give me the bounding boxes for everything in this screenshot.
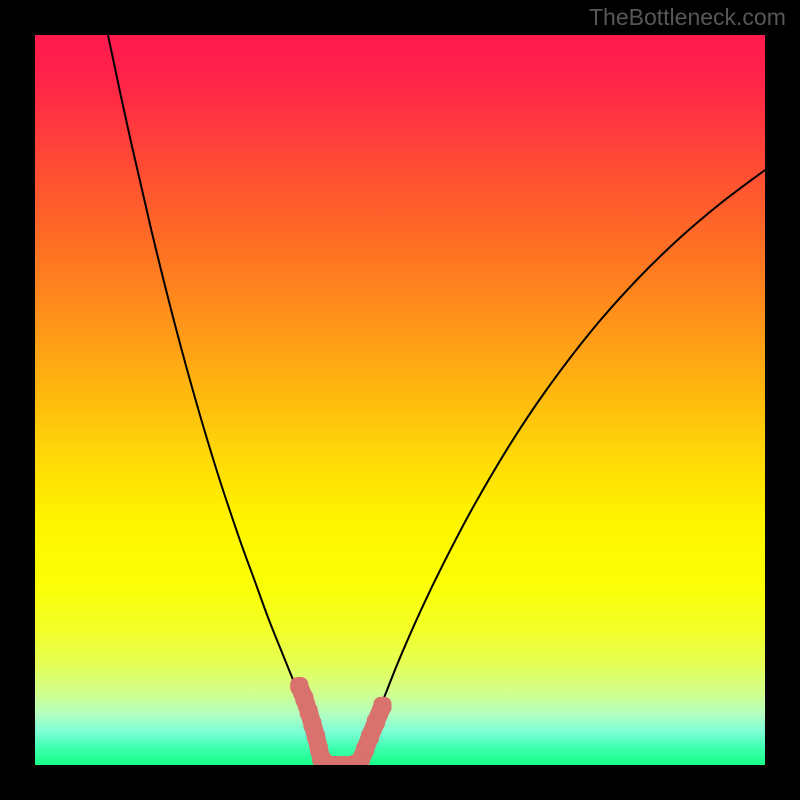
- watermark-text: TheBottleneck.com: [589, 4, 786, 31]
- chart-stage: TheBottleneck.com: [0, 0, 800, 800]
- plot-gradient-background: [35, 35, 765, 765]
